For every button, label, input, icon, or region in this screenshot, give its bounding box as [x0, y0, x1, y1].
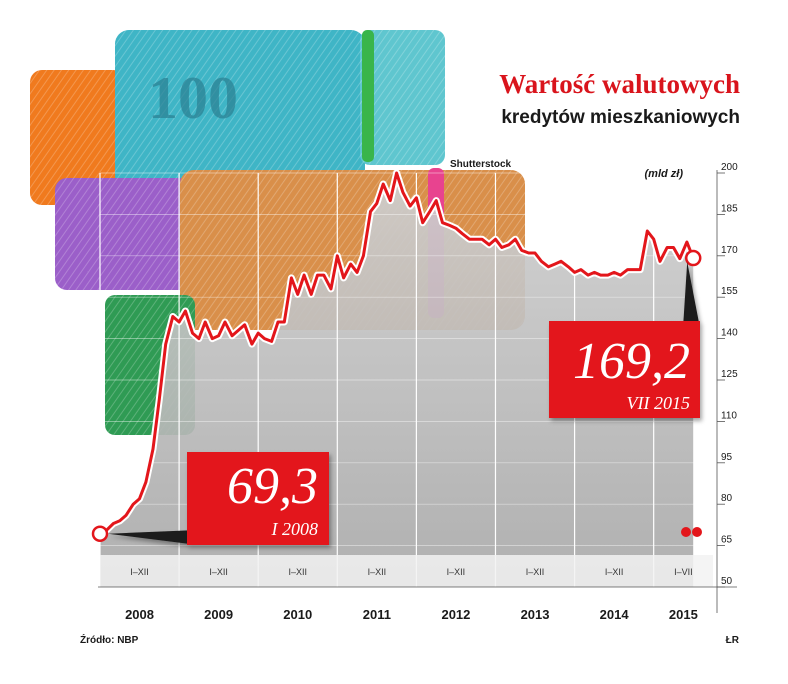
- period-label: I–XII: [605, 567, 624, 577]
- author-initials: ŁR: [726, 635, 740, 646]
- start-point-marker: [91, 525, 109, 542]
- callouts: 69,3 I 2008 169,2 VII 2015: [108, 262, 700, 545]
- photo-credit: Shutterstock: [450, 159, 512, 170]
- y-tick-label: 185: [721, 203, 738, 214]
- series-line: [99, 171, 695, 536]
- callout-end-value: 169,2: [573, 333, 690, 390]
- y-tick-label: 50: [721, 576, 733, 587]
- end-point-marker: [684, 249, 702, 267]
- year-label: 2009: [204, 607, 233, 622]
- year-label: 2010: [283, 607, 312, 622]
- chart-subtitle: kredytów mieszkaniowych: [501, 107, 740, 128]
- y-tick-label: 65: [721, 535, 733, 546]
- period-label: I–XII: [209, 567, 228, 577]
- x-axis: I–XII 2008 I–XII 2009 I–XII 2010 I–XII 2011 I–XI…: [98, 555, 737, 622]
- chart-title: Wartość walutowych: [499, 69, 740, 99]
- period-label: I–XII: [447, 567, 466, 577]
- y-tick-label: 200: [721, 162, 738, 173]
- callout-end-box: [549, 321, 700, 418]
- year-label: 2014: [600, 607, 630, 622]
- y-tick-label: 110: [721, 410, 737, 421]
- callout-end-pointer: [683, 262, 700, 328]
- callout-start: 69,3 I 2008: [108, 452, 329, 545]
- period-label: I–XII: [368, 567, 387, 577]
- callout-end-date: VII 2015: [627, 393, 690, 413]
- logo-badge-icon: [681, 527, 702, 537]
- y-tick-label: 155: [721, 286, 738, 297]
- y-axis: 50 65 80 95 110 125 140 155 170 185 200: [716, 162, 738, 613]
- year-label: 2012: [441, 607, 470, 622]
- year-label: 2011: [363, 607, 391, 622]
- y-tick-label: 170: [721, 245, 738, 256]
- y-tick-label: 140: [721, 328, 738, 339]
- rubber-band: [362, 30, 374, 162]
- y-tick-label: 80: [721, 493, 733, 504]
- year-label: 2015: [669, 607, 698, 622]
- period-band: [100, 555, 713, 587]
- year-label: 2008: [125, 607, 154, 622]
- period-label: I–XII: [526, 567, 545, 577]
- callout-start-date: I 2008: [271, 519, 319, 539]
- y-tick-label: 95: [721, 452, 733, 463]
- period-label: I–XII: [130, 567, 149, 577]
- period-label: I–VII: [674, 567, 693, 577]
- source-label: Źródło: NBP: [80, 633, 139, 646]
- callout-end: 169,2 VII 2015: [549, 262, 700, 418]
- callout-start-pointer: [108, 530, 198, 545]
- callout-start-value: 69,3: [227, 458, 318, 515]
- y-tick-label: 125: [721, 369, 738, 380]
- callout-start-box: [187, 452, 329, 545]
- period-label: I–XII: [288, 567, 307, 577]
- banknote-100-mark: 100: [148, 65, 238, 131]
- unit-label: (mld zł): [645, 168, 684, 180]
- year-label: 2013: [521, 607, 550, 622]
